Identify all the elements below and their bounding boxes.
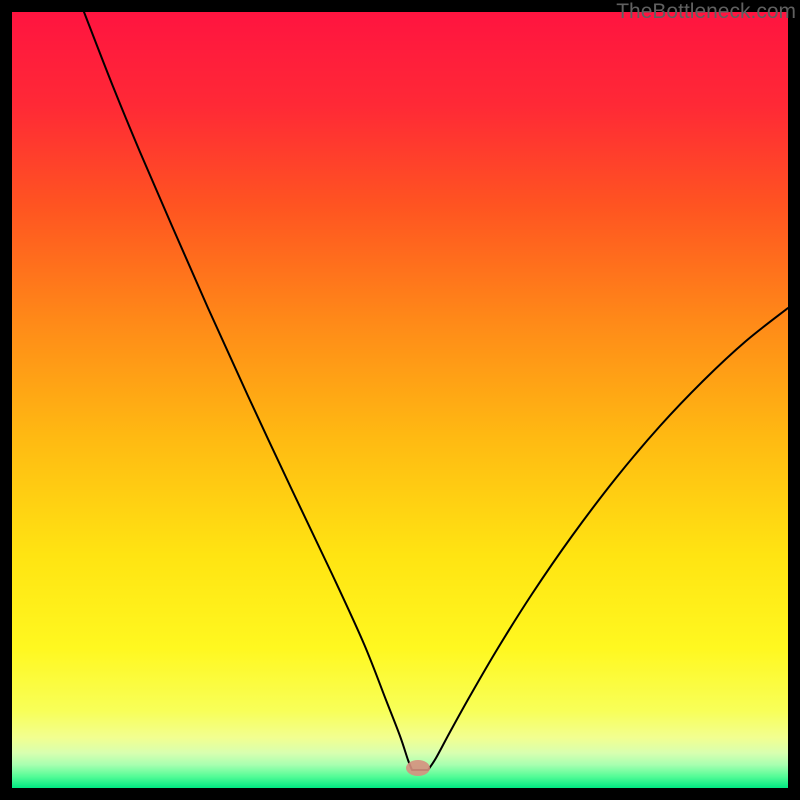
gradient-background [12,12,788,788]
chart-svg [12,12,788,788]
plot-area [12,12,788,788]
sweet-spot-marker [406,760,430,776]
watermark-label: TheBottleneck.com [616,0,796,24]
